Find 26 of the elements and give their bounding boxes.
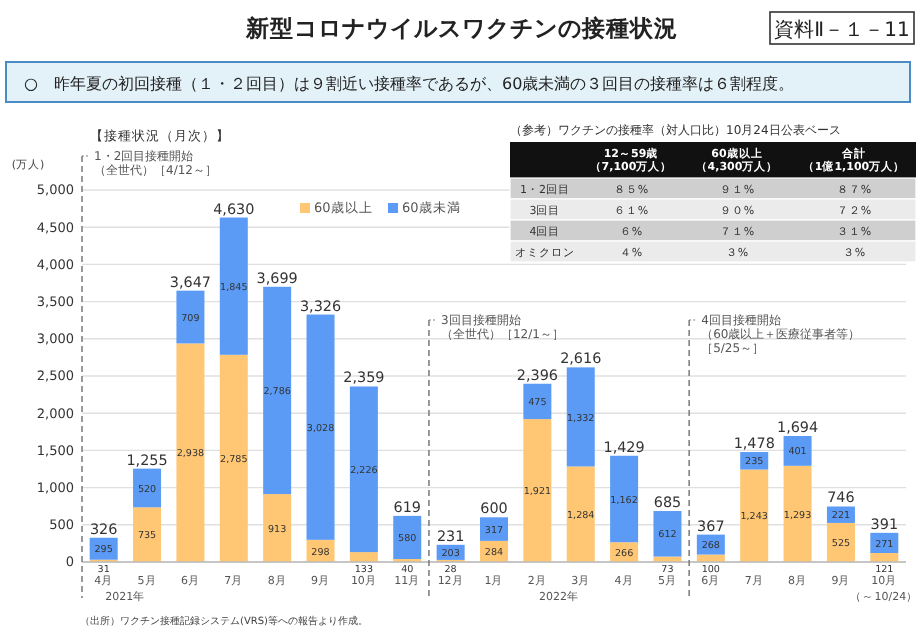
bar (480, 517, 508, 541)
text: 資料Ⅱ－１－11 (774, 18, 910, 42)
bar (566, 466, 595, 562)
bar (263, 494, 292, 562)
bar (740, 469, 769, 562)
bar (349, 386, 378, 553)
bar (263, 286, 292, 495)
bar (176, 290, 205, 344)
chart-title: 新型コロナウイルスワクチンの接種状況 (244, 14, 678, 42)
bar (783, 465, 812, 562)
bar (523, 419, 552, 562)
bar (653, 511, 682, 557)
bar (523, 383, 552, 420)
bar (176, 343, 205, 562)
bar (219, 217, 248, 355)
bar (219, 354, 248, 562)
bar (826, 522, 855, 562)
bar (133, 468, 162, 508)
bar (610, 455, 639, 543)
bar (306, 314, 335, 540)
bar (393, 515, 422, 560)
text: ○ 昨年夏の初回接種（１・２回目）は９割近い接種率であるが、60歳未満の３回目の接種率は６割程度。 (24, 75, 795, 93)
bar (349, 552, 378, 562)
bar (783, 435, 812, 466)
bar (566, 367, 595, 467)
bar (133, 507, 162, 562)
